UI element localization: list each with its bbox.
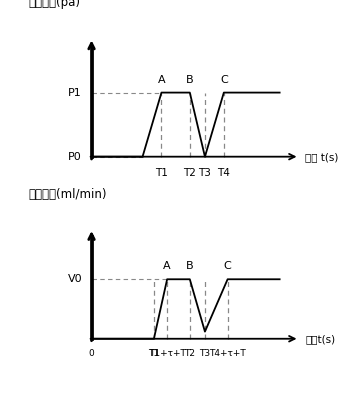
Text: T3: T3 — [199, 350, 211, 359]
Text: B: B — [186, 261, 194, 271]
Text: 材料流速(ml/min): 材料流速(ml/min) — [29, 188, 107, 201]
Text: P0: P0 — [68, 152, 82, 162]
Text: P1: P1 — [68, 88, 82, 98]
Text: 0: 0 — [89, 350, 94, 359]
Text: T2: T2 — [183, 168, 196, 178]
Text: T1: T1 — [155, 168, 168, 178]
Text: 时间 t(s): 时间 t(s) — [305, 152, 338, 162]
Text: V0: V0 — [67, 274, 82, 284]
Text: T4+τ+T: T4+τ+T — [209, 350, 246, 359]
Text: T3: T3 — [199, 168, 211, 178]
Text: C: C — [220, 75, 228, 85]
Text: 时间t(s): 时间t(s) — [305, 334, 335, 344]
Text: A: A — [163, 261, 171, 271]
Text: B: B — [186, 75, 194, 85]
Text: 供料压力(pa): 供料压力(pa) — [29, 0, 81, 9]
Text: C: C — [224, 261, 232, 271]
Text: T1+τ+T: T1+τ+T — [149, 350, 186, 359]
Text: T2: T2 — [184, 350, 195, 359]
Text: A: A — [158, 75, 165, 85]
Text: T1: T1 — [148, 350, 159, 359]
Text: T4: T4 — [217, 168, 230, 178]
